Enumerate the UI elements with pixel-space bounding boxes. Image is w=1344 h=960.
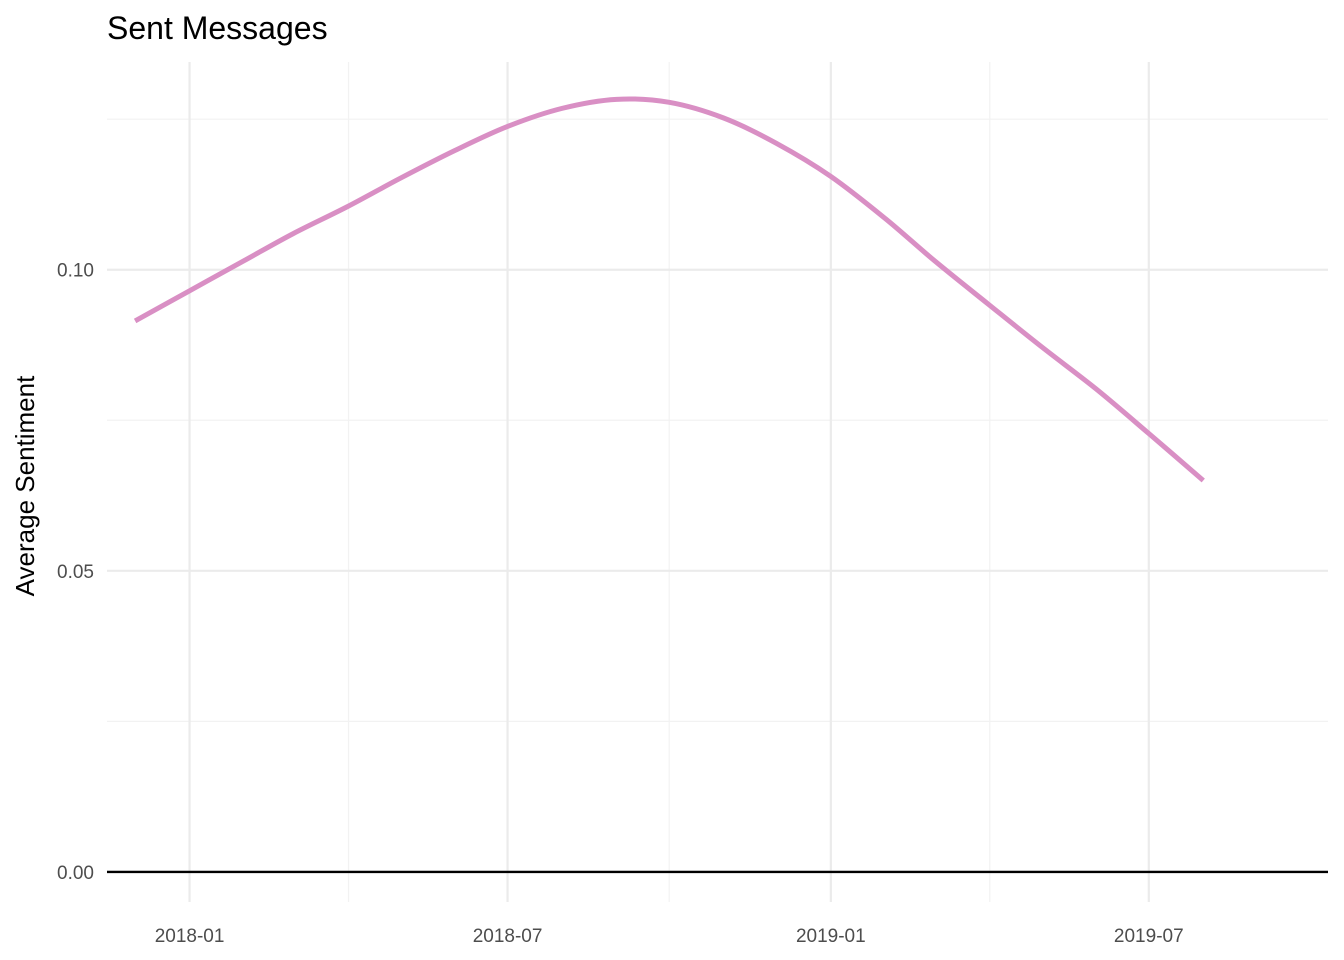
- y-tick-labels: 0.00 0.05 0.10: [57, 261, 94, 884]
- minor-gridlines: [107, 62, 1328, 902]
- data-point: [505, 124, 510, 129]
- data-point: [398, 176, 403, 181]
- data-point: [291, 231, 296, 236]
- data-point: [1094, 386, 1099, 391]
- y-axis-label: Average Sentiment: [10, 375, 40, 596]
- data-point: [452, 148, 457, 153]
- chart-title: Sent Messages: [107, 10, 328, 46]
- data-point: [133, 318, 138, 323]
- x-tick-label: 2018-07: [473, 926, 543, 947]
- x-tick-label: 2019-01: [796, 926, 866, 947]
- sentiment-series-line: [133, 96, 1205, 483]
- x-tick-label: 2019-07: [1114, 926, 1184, 947]
- data-point: [986, 302, 991, 307]
- data-point: [345, 204, 350, 209]
- y-tick-label: 0.05: [57, 562, 94, 583]
- x-tick-label: 2018-01: [155, 926, 225, 947]
- data-point: [1146, 431, 1151, 436]
- series-group: [133, 96, 1206, 483]
- data-point: [560, 106, 565, 111]
- data-point: [774, 141, 779, 146]
- data-point: [932, 258, 937, 263]
- data-point: [1201, 478, 1206, 483]
- y-tick-label: 0.10: [57, 261, 94, 282]
- y-tick-label: 0.00: [57, 863, 94, 884]
- data-point: [883, 216, 888, 221]
- data-point: [614, 97, 619, 102]
- data-point: [721, 116, 726, 121]
- data-point: [667, 100, 672, 105]
- data-point: [1039, 344, 1044, 349]
- data-point: [187, 288, 192, 293]
- data-point: [242, 258, 247, 263]
- x-tick-labels: 2018-01 2018-07 2019-01 2019-07: [155, 926, 1184, 947]
- data-point: [828, 174, 833, 179]
- major-gridlines: [107, 62, 1328, 902]
